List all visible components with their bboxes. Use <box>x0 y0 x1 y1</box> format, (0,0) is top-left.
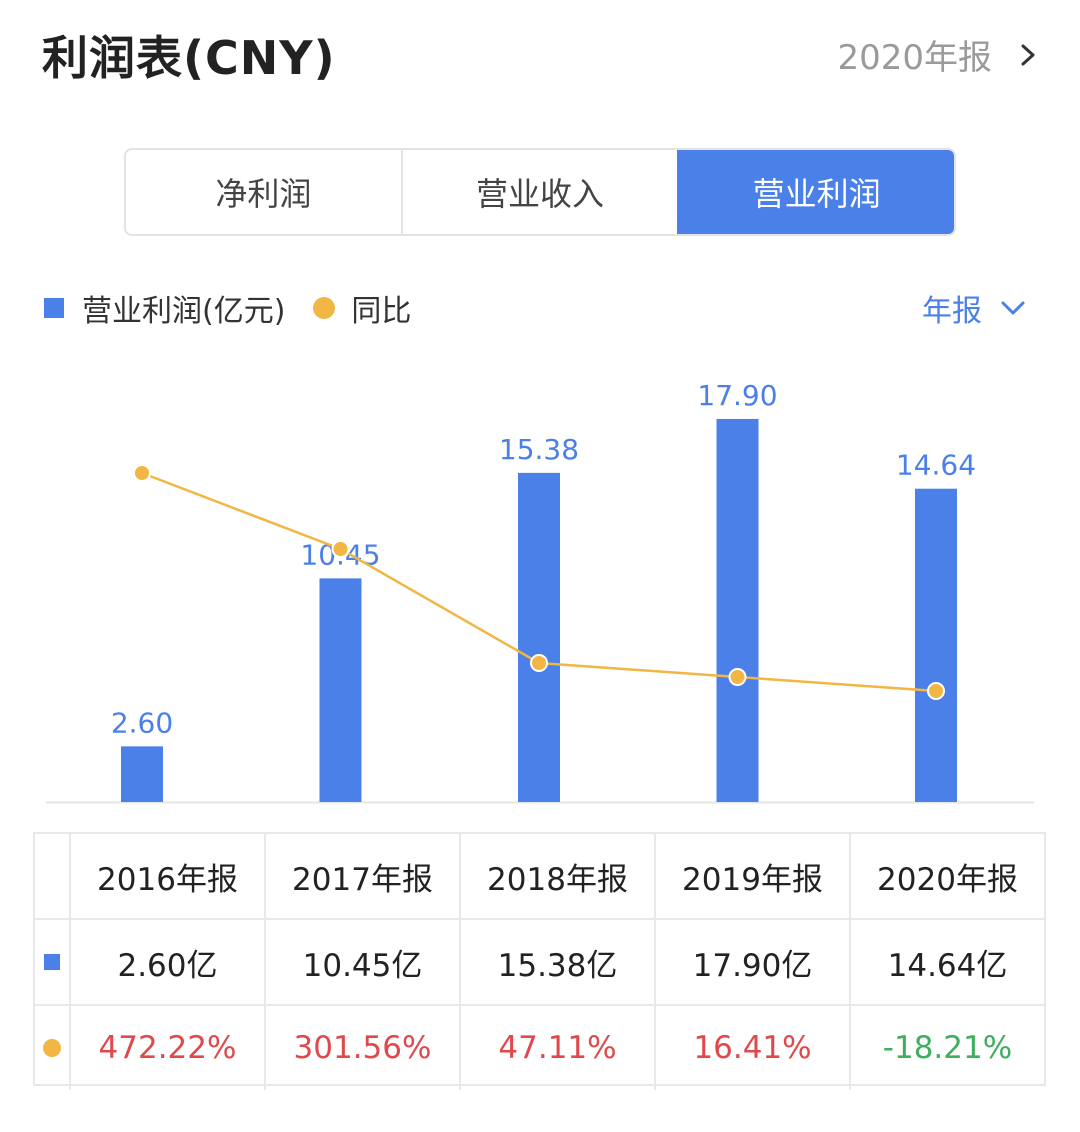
table-cell: -18.21% <box>882 1030 1013 1066</box>
chevron-down-icon <box>1001 301 1025 315</box>
yoy-point <box>530 654 548 672</box>
legend-bar-swatch <box>44 298 64 318</box>
yoy-point <box>927 682 945 700</box>
row-key-line <box>35 1006 71 1090</box>
bar <box>915 488 957 802</box>
table-cell: 472.22% <box>71 1006 266 1090</box>
bar-value-label: 17.90 <box>697 379 777 412</box>
legend-bar-label: 营业利润(亿元) <box>82 294 286 329</box>
yoy-point <box>133 464 151 482</box>
table-row-yoy: 472.22% 301.56% 47.11% 16.41% -18.21% <box>35 1004 1044 1090</box>
table-header-cell: 2017年报 <box>266 834 461 918</box>
tab-net-profit[interactable]: 净利润 <box>215 175 312 213</box>
period-type-dropdown[interactable]: 年报 <box>922 286 1026 330</box>
bar <box>319 578 362 802</box>
bar <box>518 472 560 802</box>
bar-value-label: 2.60 <box>111 706 173 739</box>
data-table: 2016年报 2017年报 2018年报 2019年报 2020年报 2.60亿… <box>33 832 1046 1090</box>
bar <box>121 746 163 802</box>
bar-value-label: 14.64 <box>896 449 976 482</box>
table-header-cell: 2018年报 <box>461 834 656 918</box>
period-type-label: 年报 <box>922 294 982 329</box>
row-key-bar <box>35 920 71 1004</box>
header: 利润表(CNY) 2020年报 <box>0 0 1080 110</box>
tab-operating-profit[interactable]: 营业利润 <box>677 150 954 234</box>
yoy-point <box>331 540 350 558</box>
metric-tabs: 净利润 营业收入 营业利润 <box>124 148 956 236</box>
page-title: 利润表(CNY) <box>42 31 336 85</box>
table-row-profit: 2.60亿 10.45亿 15.38亿 17.90亿 14.64亿 <box>35 918 1044 1004</box>
table-header-cell: 2016年报 <box>71 834 266 918</box>
table-cell: 16.41% <box>656 1006 851 1090</box>
tab-operating-revenue[interactable]: 营业收入 <box>400 150 678 234</box>
table-cell: 14.64亿 <box>887 947 1008 984</box>
table-header-cell: 2019年报 <box>656 834 851 918</box>
table-cell: 47.11% <box>461 1006 656 1090</box>
table-cell: 10.45亿 <box>266 920 461 1004</box>
yoy-point <box>728 668 747 686</box>
table-cell: 2.60亿 <box>71 920 266 1004</box>
legend-line-label: 同比 <box>351 294 412 329</box>
table-corner <box>35 834 71 918</box>
report-period-link[interactable]: 2020年报 <box>837 30 1040 79</box>
bar <box>716 418 759 802</box>
chart-legend: 营业利润(亿元) 同比 <box>44 286 411 330</box>
table-cell: 301.56% <box>266 1006 461 1090</box>
table-cell: 17.90亿 <box>656 920 851 1004</box>
table-header-row: 2016年报 2017年报 2018年报 2019年报 2020年报 <box>35 834 1044 918</box>
report-period-label: 2020年报 <box>837 38 992 78</box>
chevron-right-icon <box>1021 44 1035 65</box>
line-key-swatch <box>43 1039 61 1057</box>
bar-value-label: 15.38 <box>499 433 579 466</box>
legend-line-swatch <box>313 297 336 319</box>
table-cell: 15.38亿 <box>461 920 656 1004</box>
table-header-cell: 2020年报 <box>877 861 1018 898</box>
bar-key-swatch <box>44 954 60 970</box>
